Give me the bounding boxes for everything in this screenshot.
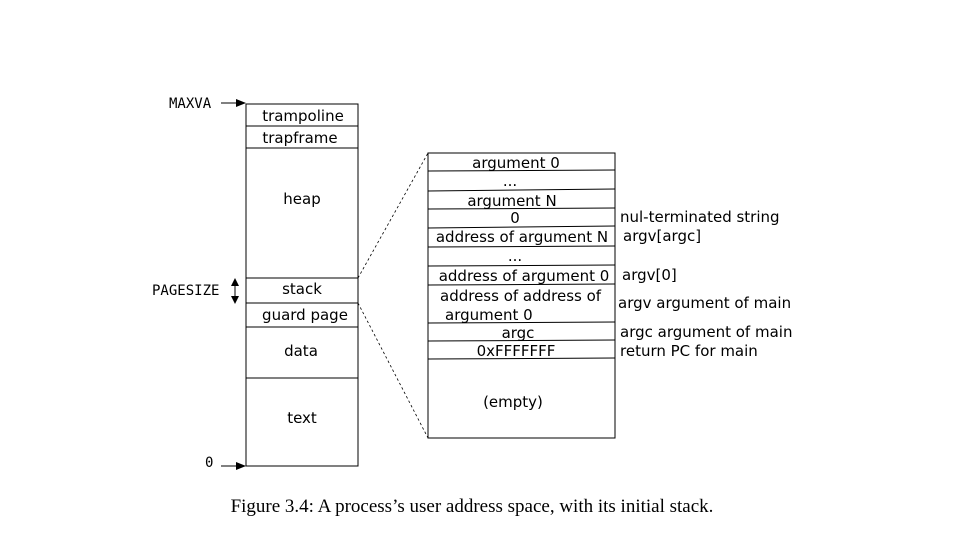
- note-nul-terminated-string: nul-terminated string: [620, 208, 780, 226]
- stack-row-argc: argc: [502, 324, 535, 342]
- stack-row-argument-0: argument 0: [472, 154, 560, 172]
- stack-row-address-of-address-line1: address of address of: [440, 287, 602, 305]
- stack-detail: argument 0 ... argument N 0 address of a…: [427, 152, 616, 439]
- note-argv-argc: argv[argc]: [623, 227, 701, 245]
- address-space-column: trampoline trapframe heap stack guard pa…: [245, 103, 359, 467]
- stack-row-ellipsis-1: ...: [503, 172, 517, 190]
- heap-region: heap: [283, 190, 320, 208]
- zoom-line-bottom: [357, 302, 429, 439]
- stack-row-empty: (empty): [483, 393, 543, 411]
- note-return-pc: return PC for main: [620, 342, 758, 360]
- pagesize-label: PAGESIZE: [152, 283, 219, 299]
- trampoline-region: trampoline: [262, 107, 344, 125]
- stack-region: stack: [282, 280, 322, 298]
- address-space-outline: [245, 103, 359, 467]
- stack-row-address-of-address-line2: argument 0: [445, 306, 533, 324]
- stack-row-address-of-argument-n: address of argument N: [436, 228, 608, 246]
- note-argv-0: argv[0]: [622, 266, 677, 284]
- stack-detail-outline: [427, 152, 616, 439]
- pagesize-double-arrow: [231, 278, 239, 304]
- guard-page-region: guard page: [262, 306, 348, 324]
- stack-row-argument-n: argument N: [467, 192, 556, 210]
- zero-address-label: 0: [205, 455, 213, 471]
- stack-row-address-of-argument-0: address of argument 0: [439, 267, 610, 285]
- stack-row-ellipsis-2: ...: [508, 247, 522, 265]
- maxva-label: MAXVA: [169, 96, 212, 112]
- note-argc-argument: argc argument of main: [620, 323, 792, 341]
- data-region: data: [284, 342, 318, 360]
- stack-row-zero: 0: [510, 209, 520, 227]
- stack-row-return-address: 0xFFFFFFF: [477, 342, 556, 360]
- note-argv-argument: argv argument of main: [618, 294, 791, 312]
- zoom-line-top: [357, 152, 429, 279]
- figure-caption: Figure 3.4: A process’s user address spa…: [231, 496, 714, 517]
- trapframe-region: trapframe: [262, 129, 337, 147]
- text-region: text: [287, 409, 317, 427]
